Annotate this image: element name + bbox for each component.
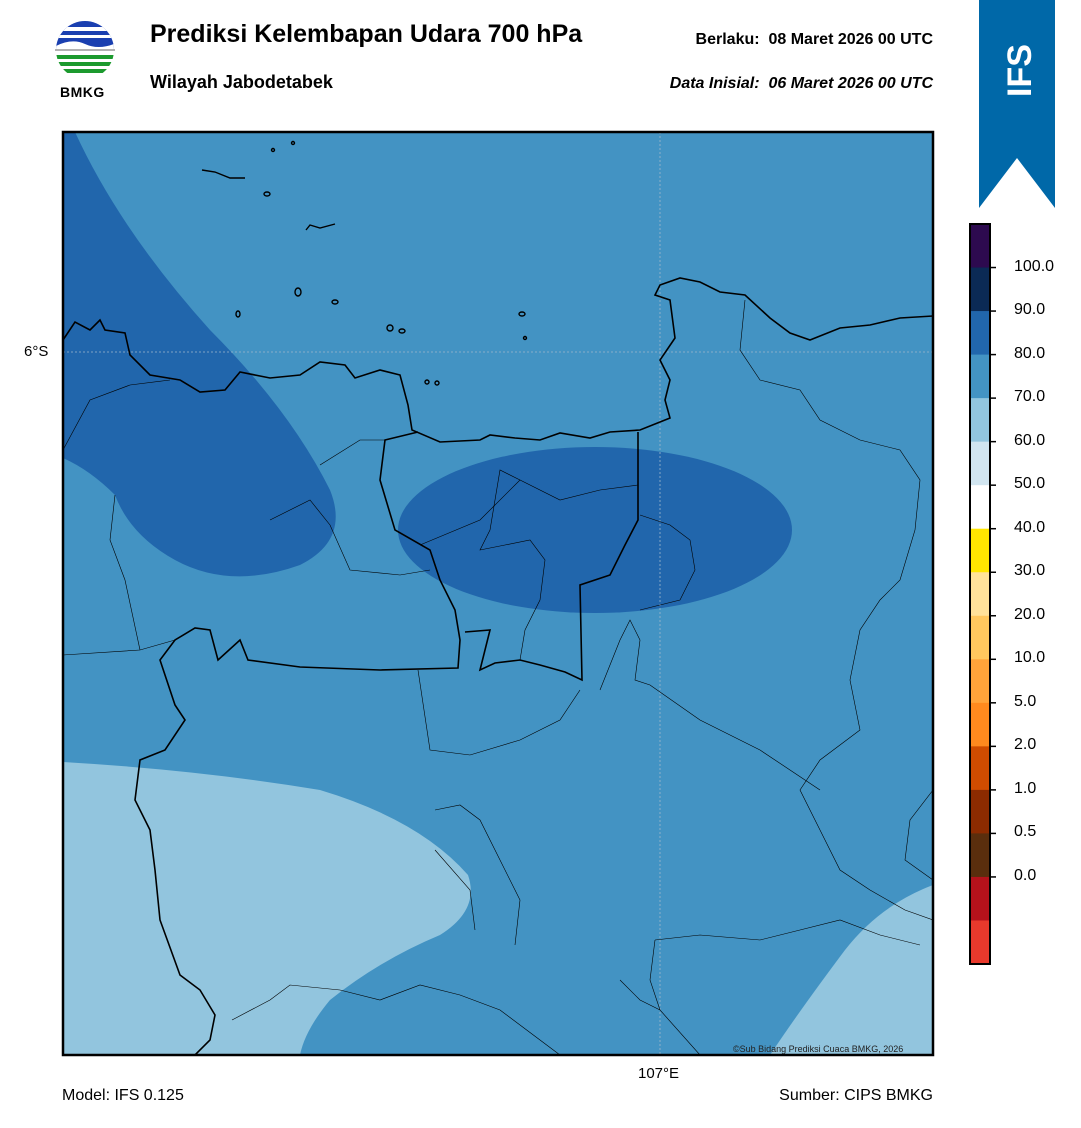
- init-label: Data Inisial:: [669, 75, 760, 92]
- colorbar-segment: [970, 528, 990, 573]
- copyright-note: ©Sub Bidang Prediksi Cuaca BMKG, 2026: [733, 1044, 904, 1054]
- humidity-area-80-90-center: [398, 447, 792, 613]
- colorbar-label: 2.0: [1014, 736, 1037, 754]
- colorbar-label: 80.0: [1014, 344, 1046, 362]
- colorbar-label: 40.0: [1014, 518, 1046, 536]
- colorbar-label: 90.0: [1014, 301, 1046, 319]
- colorbar-segment: [970, 267, 990, 312]
- ifs-banner: [979, 0, 1055, 208]
- bmkg-logo-icon: [55, 21, 115, 79]
- province-boundary-jakarta: [464, 432, 639, 682]
- colorbar-segment: [970, 441, 990, 486]
- colorbar-label: 0.0: [1014, 866, 1037, 884]
- valid-time: Berlaku: 08 Maret 2026 00 UTC: [696, 31, 933, 49]
- lon-tick-label: 107°E: [638, 1065, 680, 1082]
- region-subtitle: Wilayah Jabodetabek: [150, 72, 333, 92]
- regency-boundaries: [63, 299, 933, 1055]
- humidity-area-80-90-northwest: [63, 132, 336, 577]
- humidity-area-60-70-southwest: [63, 762, 471, 1055]
- colorbar-segment: [970, 354, 990, 399]
- valid-label: Berlaku:: [695, 31, 760, 48]
- colorbar-segment: [970, 920, 990, 965]
- colorbar-label: 5.0: [1014, 692, 1037, 710]
- colorbar-segment: [970, 485, 990, 530]
- map-frame: [61, 130, 935, 1057]
- lat-tick-label: 6°S: [24, 343, 49, 360]
- colorbar-segment: [970, 789, 990, 834]
- colorbar-label: 20.0: [1014, 605, 1046, 623]
- humidity-area-60-70-southeast: [770, 885, 933, 1055]
- colorbar-label: 60.0: [1014, 431, 1046, 449]
- colorbar-label: 0.5: [1014, 823, 1037, 841]
- colorbar-label: 30.0: [1014, 562, 1046, 580]
- colorbar-segment: [970, 311, 990, 356]
- colorbar-segment: [970, 702, 990, 747]
- thousand-islands: [201, 140, 528, 386]
- init-time: Data Inisial: 06 Maret 2026 00 UTC: [670, 75, 933, 93]
- valid-value: 08 Maret 2026 00 UTC: [768, 31, 933, 48]
- colorbar-label: 50.0: [1014, 475, 1046, 493]
- colorbar-label: 70.0: [1014, 388, 1046, 406]
- colorbar-segment: [970, 572, 990, 617]
- map-title: Prediksi Kelembapan Udara 700 hPa: [150, 20, 583, 48]
- model-label: Model: IFS 0.125: [62, 1087, 184, 1104]
- init-value: 06 Maret 2026 00 UTC: [768, 75, 933, 92]
- colorbar-segment: [970, 833, 990, 878]
- colorbar-label: 1.0: [1014, 779, 1037, 797]
- coastline: [63, 277, 933, 443]
- colorbar-label: 10.0: [1014, 649, 1046, 667]
- colorbar-segment: [970, 876, 990, 921]
- colorbar: [969, 223, 996, 965]
- colorbar-segment: [970, 224, 990, 269]
- colorbar-segment: [970, 615, 990, 660]
- colorbar-segment: [970, 746, 990, 791]
- colorbar-frame: [969, 223, 991, 965]
- colorbar-segment: [970, 659, 990, 704]
- source-label: Sumber: CIPS BMKG: [779, 1087, 933, 1104]
- logo-text: BMKG: [60, 84, 105, 100]
- colorbar-segment: [970, 398, 990, 443]
- colorbar-label: 100.0: [1014, 257, 1055, 275]
- province-boundary-banten: [134, 431, 461, 1055]
- bmkg-logo: [52, 20, 118, 86]
